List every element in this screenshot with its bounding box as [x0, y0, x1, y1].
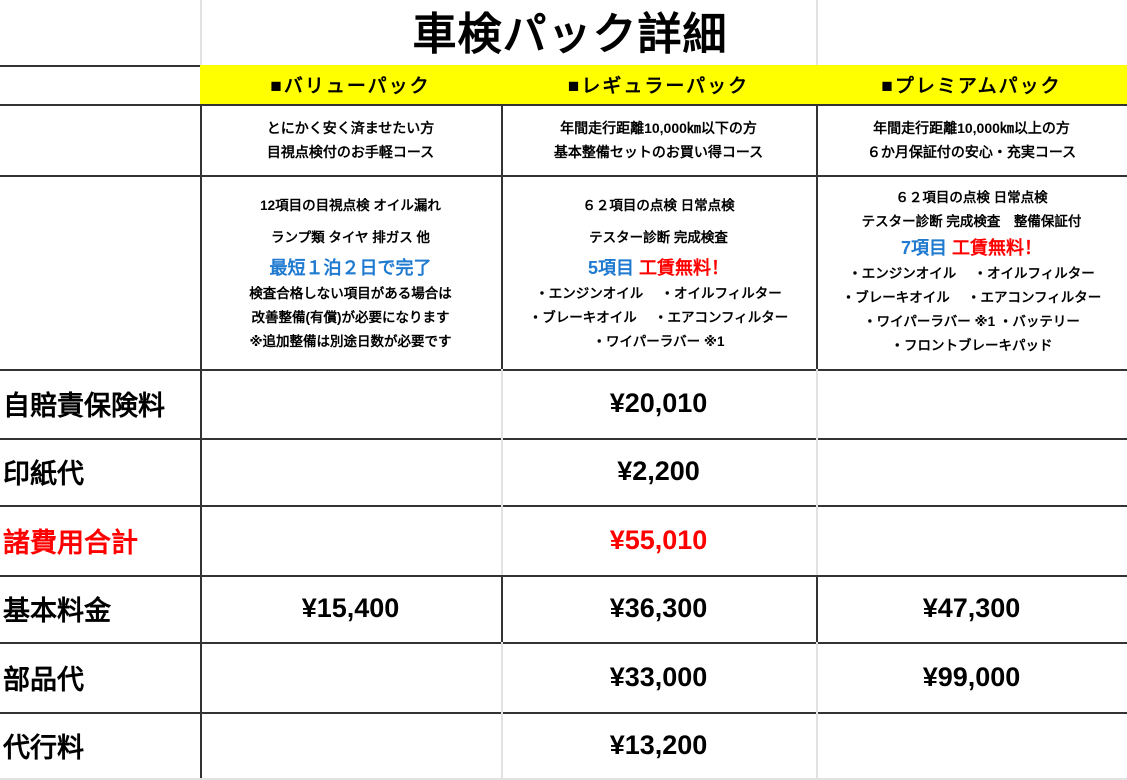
empty-cell [200, 642, 503, 714]
pack-header-value: ■バリューパック [200, 65, 503, 106]
row-label-total: 諸費用合計 [0, 505, 202, 577]
description-line: 目視点検付のお手軽コース [266, 143, 435, 160]
empty-cell [816, 0, 1127, 67]
price-value: ¥99,000 [816, 642, 1127, 714]
detail-line: ・ワイパーラバー ※1 [592, 334, 725, 349]
price-total-value: ¥55,010 [501, 505, 818, 577]
description-line: ６か月保証付の安心・充実コース [866, 143, 1077, 160]
detail-line: ・ワイパーラバー ※1 ・バッテリー [863, 314, 1080, 329]
detail-line: ・ブレーキオイル ・エアコンフィルター [528, 310, 789, 325]
price-value: ¥20,010 [501, 369, 818, 440]
empty-cell [0, 175, 202, 371]
highlight-free: 工賃無料！ [639, 258, 730, 278]
highlight-count: 5項目 [587, 258, 634, 278]
detail-line: ・ブレーキオイル ・エアコンフィルター [841, 290, 1102, 305]
empty-cell [200, 369, 503, 440]
detail-line: ※追加整備は別途日数が必要です [249, 334, 452, 349]
detail-line: 改善整備(有償)が必要になります [251, 310, 450, 325]
empty-cell [816, 712, 1127, 780]
empty-cell [0, 65, 202, 106]
price-value: ¥36,300 [501, 575, 818, 644]
pack-header-regular: ■レギュラーパック [501, 65, 818, 106]
description-line: 基本整備セットのお買い得コース [553, 143, 764, 160]
page-title: 車検パック詳細 [412, 10, 728, 59]
empty-cell [816, 438, 1127, 507]
detail-line: 検査合格しない項目がある場合は [249, 286, 452, 301]
row-label: 部品代 [0, 642, 202, 714]
detail-line: テスター診断 完成検査 整備保証付 [861, 214, 1082, 229]
row-label: 自賠責保険料 [0, 369, 202, 440]
empty-cell [200, 438, 503, 507]
detail-line: 12項目の目視点検 オイル漏れ [260, 198, 441, 213]
empty-cell [0, 0, 202, 67]
pack-details: ６２項目の点検 日常点検 テスター診断 完成検査 5項目 工賃無料！ ・エンジン… [501, 175, 818, 371]
highlight-count: 7項目 [900, 238, 947, 258]
price-value: ¥15,400 [200, 575, 503, 644]
row-label: 代行料 [0, 712, 202, 780]
detail-line: ６２項目の点検 日常点検 [895, 190, 1048, 205]
empty-cell [0, 104, 202, 177]
pack-details: ６２項目の点検 日常点検 テスター診断 完成検査 整備保証付 7項目 工賃無料！… [816, 175, 1127, 371]
highlight-free: 工賃無料！ [952, 238, 1043, 258]
description-line: 年間走行距離10,000㎞以下の方 [560, 119, 757, 136]
description-line: とにかく安く済ませたい方 [266, 119, 435, 136]
price-value: ¥47,300 [816, 575, 1127, 644]
price-value: ¥2,200 [501, 438, 818, 507]
row-label: 基本料金 [0, 575, 202, 644]
highlight-text: 最短１泊２日で完了 [269, 258, 432, 278]
empty-cell [200, 712, 503, 780]
row-label: 印紙代 [0, 438, 202, 507]
pack-description: 年間走行距離10,000㎞以上の方 ６か月保証付の安心・充実コース [816, 104, 1127, 177]
highlight-text: 5項目 工賃無料！ [588, 254, 729, 282]
price-value: ¥13,200 [501, 712, 818, 780]
description-line: 年間走行距離10,000㎞以上の方 [873, 119, 1070, 136]
detail-line: ・エンジンオイル ・オイルフィルター [535, 286, 782, 301]
detail-line: ・エンジンオイル ・オイルフィルター [848, 266, 1095, 281]
empty-cell [200, 505, 503, 577]
pack-description: 年間走行距離10,000㎞以下の方 基本整備セットのお買い得コース [501, 104, 818, 177]
empty-cell [816, 369, 1127, 440]
detail-line: ランプ類 タイヤ 排ガス 他 [271, 230, 430, 245]
detail-line: テスター診断 完成検査 [589, 230, 728, 245]
pack-details: 12項目の目視点検 オイル漏れ ランプ類 タイヤ 排ガス 他 最短１泊２日で完了… [200, 175, 503, 371]
highlight-text: 7項目 工賃無料！ [901, 234, 1042, 262]
detail-line: ６２項目の点検 日常点検 [582, 198, 735, 213]
detail-line: ・フロントブレーキパッド [890, 338, 1053, 353]
pack-description: とにかく安く済ませたい方 目視点検付のお手軽コース [200, 104, 503, 177]
price-value: ¥33,000 [501, 642, 818, 714]
empty-cell [816, 505, 1127, 577]
pack-header-premium: ■プレミアムパック [816, 65, 1127, 106]
